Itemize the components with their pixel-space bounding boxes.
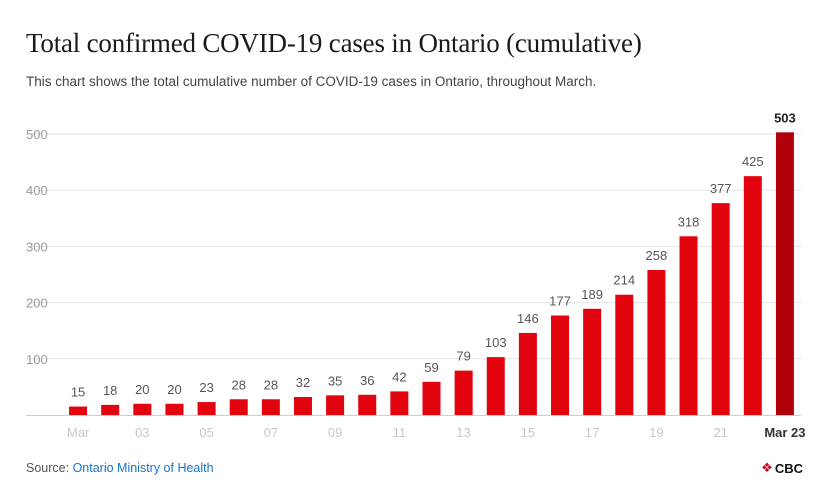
data-label: 214 xyxy=(613,273,635,288)
x-tick-label: 13 xyxy=(456,425,470,440)
data-label: 79 xyxy=(456,349,470,364)
data-label: 36 xyxy=(360,373,374,388)
source-link[interactable]: Ontario Ministry of Health xyxy=(72,461,214,475)
bar[interactable] xyxy=(133,403,152,415)
data-label: 503 xyxy=(774,110,796,125)
x-tick-label: Mar xyxy=(67,425,90,440)
y-tick-label: 300 xyxy=(26,239,48,254)
data-label: 258 xyxy=(646,248,668,263)
data-label: 23 xyxy=(199,380,213,395)
bar[interactable] xyxy=(711,203,730,415)
y-tick-label: 500 xyxy=(26,127,48,142)
cbc-logo[interactable]: ❖ CBC xyxy=(761,460,803,476)
bar[interactable] xyxy=(197,402,216,415)
x-tick-label: 11 xyxy=(393,425,407,440)
x-tick-label: 03 xyxy=(135,425,149,440)
bar[interactable] xyxy=(583,308,602,415)
x-tick-label: Mar 23 xyxy=(764,425,805,440)
bar[interactable] xyxy=(326,395,345,415)
chart-title: Total confirmed COVID-19 cases in Ontari… xyxy=(26,28,642,58)
data-label: 103 xyxy=(485,335,507,350)
bar-chart: 100 200 300 400 500 15 18 20 20 23 28 28 32 35 36 42 59… xyxy=(26,110,806,440)
bar[interactable] xyxy=(101,404,120,415)
bar[interactable] xyxy=(261,399,280,415)
data-label: 377 xyxy=(710,181,732,196)
x-tick-label: 21 xyxy=(713,425,727,440)
bar[interactable] xyxy=(743,176,762,415)
y-axis-ticks: 100 200 300 400 500 xyxy=(26,127,48,367)
bar[interactable] xyxy=(390,391,409,415)
x-tick-label: 19 xyxy=(649,425,663,440)
x-axis-ticks: Mar 03 05 07 09 11 13 15 17 19 21 Mar 23 xyxy=(67,425,806,440)
bar[interactable] xyxy=(551,315,570,415)
y-tick-label: 400 xyxy=(26,183,48,198)
data-label: 425 xyxy=(742,154,764,169)
bar[interactable] xyxy=(518,332,537,415)
bar[interactable] xyxy=(647,270,666,415)
data-label: 28 xyxy=(264,377,278,392)
y-tick-label: 100 xyxy=(26,352,48,367)
gridlines xyxy=(26,133,801,416)
cbc-gem-icon: ❖ xyxy=(761,460,773,475)
data-label: 20 xyxy=(135,382,149,397)
data-label: 318 xyxy=(678,214,700,229)
x-tick-label: 15 xyxy=(521,425,535,440)
source-note: Source: Ontario Ministry of Health xyxy=(26,461,214,475)
bar[interactable] xyxy=(69,406,88,415)
cbc-logo-text: CBC xyxy=(774,460,803,476)
data-label: 146 xyxy=(517,311,539,326)
data-label: 15 xyxy=(71,385,85,400)
x-tick-label: 05 xyxy=(199,425,213,440)
data-label: 59 xyxy=(424,360,438,375)
bar[interactable] xyxy=(679,236,698,415)
bar[interactable] xyxy=(358,394,377,415)
x-tick-label: 07 xyxy=(264,425,278,440)
bar[interactable] xyxy=(775,132,794,415)
bar[interactable] xyxy=(229,399,248,415)
x-tick-label: 17 xyxy=(585,425,599,440)
data-label: 189 xyxy=(581,287,603,302)
bar[interactable] xyxy=(454,370,473,415)
bar[interactable] xyxy=(615,294,634,415)
source-prefix: Source: xyxy=(26,461,73,475)
bar[interactable] xyxy=(293,397,312,415)
bar[interactable] xyxy=(422,381,441,415)
data-labels: 15 18 20 20 23 28 28 32 35 36 42 59 79 103 146 177 189 21… xyxy=(71,110,796,399)
data-label: 20 xyxy=(167,382,181,397)
x-tick-label: 09 xyxy=(328,425,342,440)
chart-subtitle: This chart shows the total cumulative nu… xyxy=(26,74,597,89)
data-label: 18 xyxy=(103,383,117,398)
bar[interactable] xyxy=(165,403,184,415)
data-label: 35 xyxy=(328,373,342,388)
bar[interactable] xyxy=(486,357,505,415)
data-label: 32 xyxy=(296,375,310,390)
y-tick-label: 200 xyxy=(26,296,48,311)
data-label: 42 xyxy=(392,369,406,384)
bars xyxy=(69,132,794,415)
data-label: 177 xyxy=(549,294,571,309)
data-label: 28 xyxy=(231,377,245,392)
